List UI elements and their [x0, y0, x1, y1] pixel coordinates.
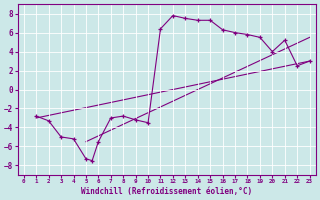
- X-axis label: Windchill (Refroidissement éolien,°C): Windchill (Refroidissement éolien,°C): [81, 187, 252, 196]
